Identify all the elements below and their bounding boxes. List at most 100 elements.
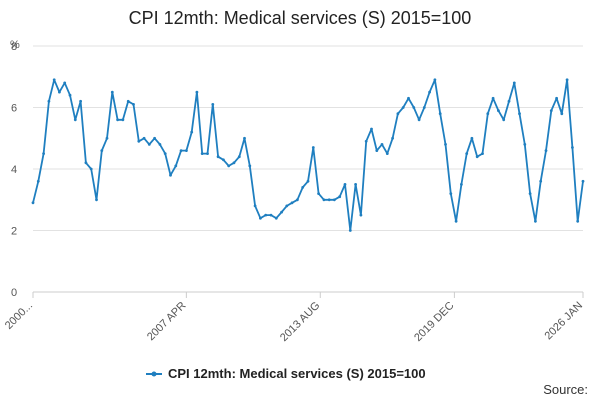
data-point bbox=[317, 192, 320, 196]
data-point bbox=[465, 152, 469, 156]
data-point bbox=[560, 112, 564, 116]
x-tick-label: 2000... bbox=[3, 300, 35, 332]
data-point bbox=[280, 210, 283, 214]
chart-title: CPI 12mth: Medical services (S) 2015=100 bbox=[128, 8, 472, 28]
data-point bbox=[147, 143, 151, 146]
data-point bbox=[486, 112, 490, 116]
data-point bbox=[47, 99, 51, 103]
y-axis-label: % bbox=[10, 39, 20, 51]
data-point bbox=[126, 99, 130, 103]
data-point bbox=[417, 118, 421, 122]
data-point bbox=[470, 136, 474, 140]
data-point bbox=[507, 99, 511, 103]
data-point bbox=[412, 106, 416, 109]
data-point bbox=[116, 118, 119, 122]
data-point bbox=[179, 149, 183, 153]
data-point bbox=[518, 112, 521, 116]
data-point bbox=[158, 143, 162, 146]
data-point bbox=[428, 90, 431, 94]
data-point bbox=[290, 201, 294, 205]
data-point bbox=[460, 183, 463, 186]
data-point bbox=[110, 90, 114, 94]
data-point bbox=[391, 136, 394, 140]
data-point bbox=[359, 213, 363, 217]
data-point bbox=[52, 78, 56, 82]
data-point bbox=[296, 198, 299, 202]
data-point bbox=[100, 149, 104, 153]
data-point bbox=[481, 152, 484, 156]
data-point bbox=[222, 158, 225, 162]
data-point bbox=[565, 78, 569, 82]
data-point bbox=[375, 149, 379, 153]
data-point bbox=[311, 146, 315, 149]
data-point bbox=[36, 179, 40, 183]
data-point bbox=[385, 152, 389, 156]
data-point bbox=[163, 152, 167, 156]
legend-marker bbox=[151, 371, 157, 377]
data-point bbox=[248, 164, 252, 168]
data-point bbox=[343, 183, 347, 186]
x-tick-label: 2019 DEC bbox=[412, 300, 456, 344]
data-point bbox=[306, 179, 310, 183]
data-point bbox=[327, 198, 331, 202]
series-layer bbox=[31, 78, 585, 232]
data-point bbox=[264, 213, 268, 217]
data-point bbox=[227, 164, 231, 168]
data-point bbox=[95, 198, 98, 202]
data-point bbox=[576, 219, 580, 223]
x-tick-label: 2013 AUG bbox=[278, 300, 322, 344]
source-label: Source: bbox=[543, 382, 588, 397]
data-point bbox=[259, 216, 262, 220]
data-point bbox=[79, 99, 82, 103]
data-point bbox=[169, 173, 172, 177]
data-point bbox=[195, 90, 199, 94]
data-point bbox=[243, 136, 246, 140]
data-point bbox=[253, 204, 257, 208]
data-point bbox=[539, 179, 543, 183]
data-point bbox=[31, 201, 35, 205]
data-point bbox=[581, 179, 585, 183]
data-point bbox=[454, 219, 458, 223]
data-point bbox=[407, 96, 410, 100]
data-point bbox=[449, 192, 453, 196]
data-point bbox=[285, 204, 289, 208]
data-point bbox=[216, 155, 220, 159]
data-point bbox=[475, 155, 479, 159]
y-tick-label: 6 bbox=[11, 103, 17, 115]
data-point bbox=[348, 229, 352, 232]
data-point bbox=[121, 118, 125, 122]
data-point bbox=[401, 106, 405, 109]
legend[interactable]: CPI 12mth: Medical services (S) 2015=100 bbox=[146, 366, 426, 381]
y-tick-label: 8 bbox=[11, 41, 17, 53]
data-point bbox=[333, 198, 336, 202]
y-tick-label: 0 bbox=[11, 287, 17, 299]
data-point bbox=[370, 127, 373, 131]
grid bbox=[33, 45, 583, 293]
data-point bbox=[153, 136, 157, 140]
data-point bbox=[190, 130, 194, 134]
data-point bbox=[232, 161, 236, 165]
data-point bbox=[422, 106, 426, 109]
data-point bbox=[523, 143, 527, 146]
data-point bbox=[174, 164, 178, 168]
data-point bbox=[555, 96, 558, 100]
data-point bbox=[544, 149, 548, 153]
data-point bbox=[137, 139, 141, 143]
data-point bbox=[528, 192, 532, 196]
x-tick-label: 2007 APR bbox=[145, 300, 189, 344]
data-point bbox=[237, 155, 241, 159]
data-point bbox=[73, 118, 77, 122]
axes: 0 2 4 6 8 2000... 2007 APR 2013 AUG 2019 DEC 2026… bbox=[3, 41, 585, 344]
data-point bbox=[301, 186, 305, 189]
data-point bbox=[438, 112, 442, 116]
data-point bbox=[338, 195, 342, 199]
data-point bbox=[322, 198, 326, 202]
data-point bbox=[364, 139, 368, 143]
data-point bbox=[42, 152, 45, 156]
data-point bbox=[354, 183, 357, 186]
data-point bbox=[63, 81, 67, 85]
series-line bbox=[32, 78, 584, 232]
data-point bbox=[571, 146, 574, 149]
